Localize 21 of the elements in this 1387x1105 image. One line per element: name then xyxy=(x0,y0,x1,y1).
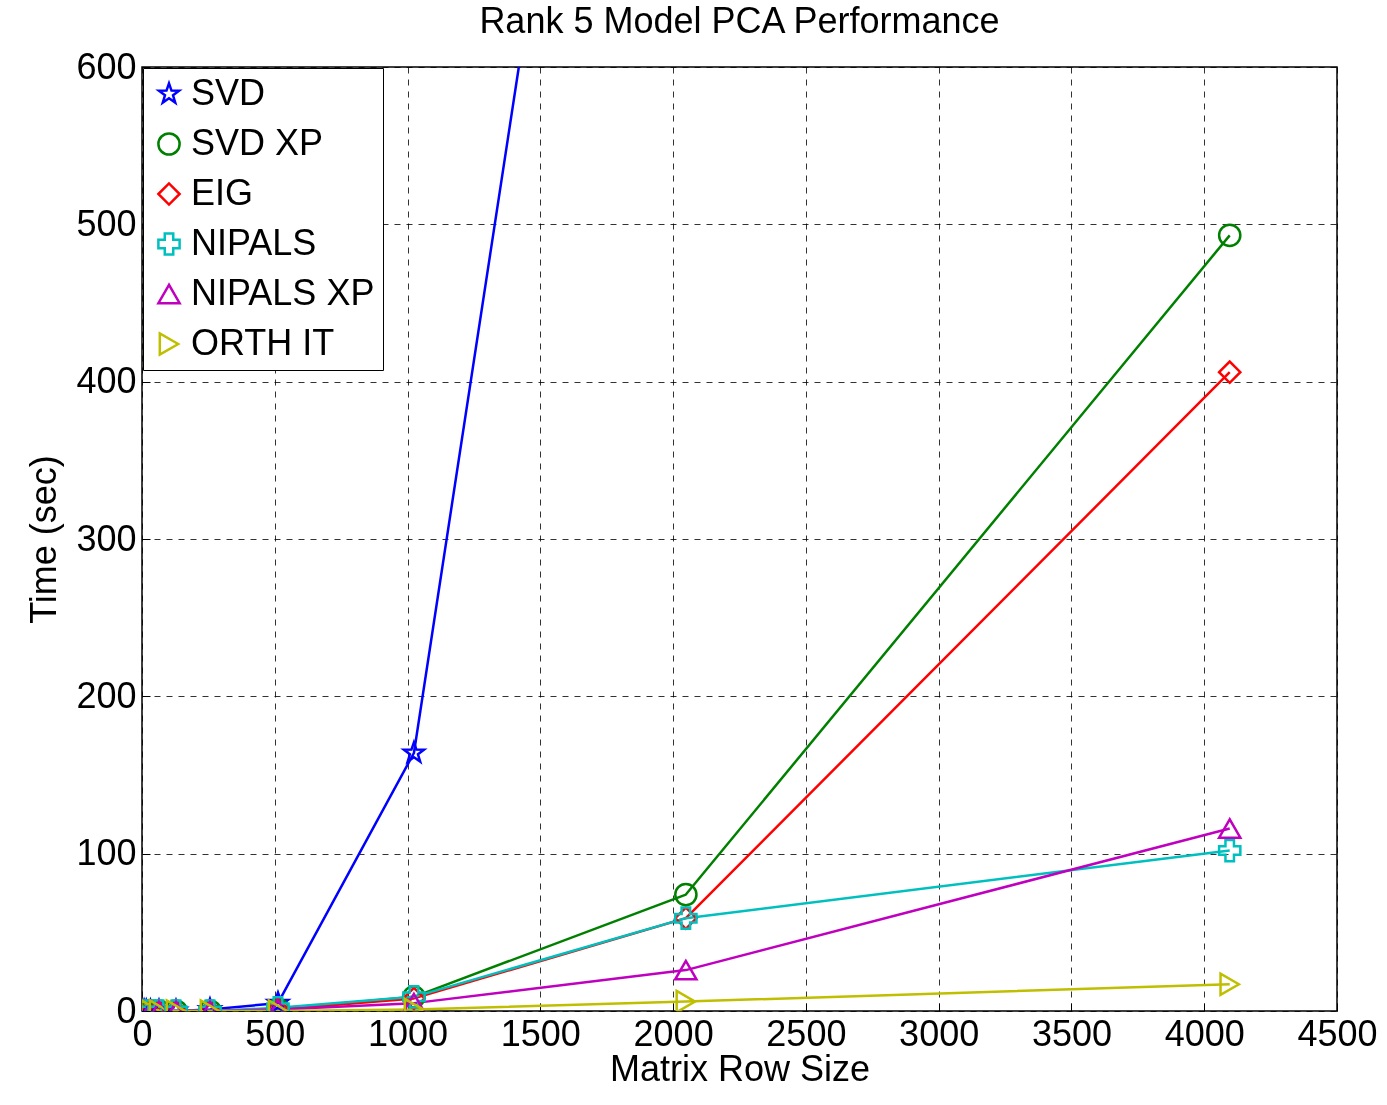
legend-label: EIG xyxy=(191,172,254,213)
legend-label: ORTH IT xyxy=(191,322,335,363)
legend-label: NIPALS xyxy=(191,222,317,263)
x-tick-label: 1000 xyxy=(368,1012,449,1054)
legend-label: NIPALS XP xyxy=(191,272,375,313)
x-tick-label: 4500 xyxy=(1297,1012,1378,1054)
legend-label: SVD XP xyxy=(191,122,324,163)
y-tick-label: 100 xyxy=(76,832,137,874)
chart-title: Rank 5 Model PCA Performance xyxy=(479,0,1000,41)
legend-label: SVD xyxy=(191,72,266,113)
x-tick-label: 3500 xyxy=(1031,1012,1112,1054)
x-tick-label: 4000 xyxy=(1164,1012,1245,1054)
x-tick-label: 500 xyxy=(245,1012,306,1054)
y-tick-label: 400 xyxy=(76,360,137,402)
x-tick-label: 3000 xyxy=(899,1012,980,1054)
y-tick-label: 600 xyxy=(76,45,137,87)
y-tick-label: 200 xyxy=(76,674,137,716)
y-axis-title: Time (sec) xyxy=(23,455,65,624)
x-tick-label: 1500 xyxy=(500,1012,581,1054)
y-tick-label: 500 xyxy=(76,202,137,244)
y-tick-label: 300 xyxy=(76,517,137,559)
